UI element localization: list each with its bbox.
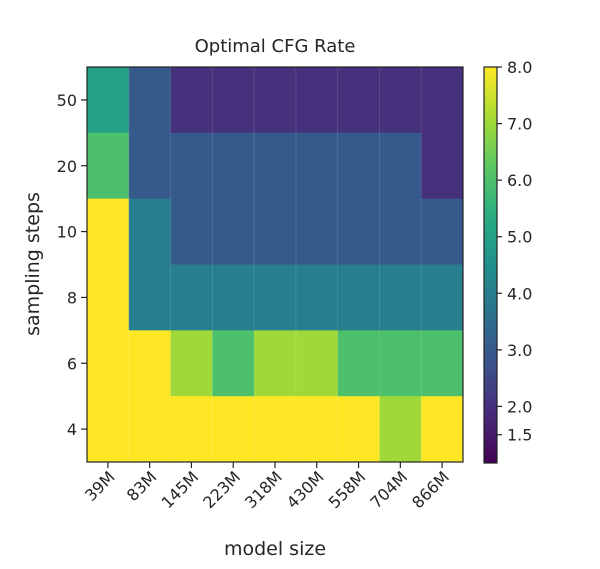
colorbar-tick-label: 3.0 <box>507 341 532 360</box>
heatmap-cell <box>212 198 255 265</box>
heatmap-cell <box>254 132 297 200</box>
heatmap-cell <box>254 396 297 463</box>
heatmap-cell <box>254 198 297 265</box>
heatmap-cell <box>421 330 464 397</box>
heatmap-cell <box>295 330 339 397</box>
heatmap-cell <box>295 264 339 331</box>
heatmap-cell <box>337 330 380 397</box>
heatmap-cell <box>421 198 464 265</box>
heatmap-cell <box>421 396 464 463</box>
heatmap-cell <box>170 198 213 265</box>
heatmap-cell <box>128 264 172 331</box>
colorbar-tick-label: 1.5 <box>507 426 532 445</box>
colorbar-tick-label: 7.0 <box>507 115 532 134</box>
heatmap-cell <box>170 330 213 397</box>
heatmap-cell <box>128 67 172 134</box>
y-tick-label: 20 <box>57 157 77 176</box>
heatmap-cell <box>295 132 339 200</box>
heatmap-cell <box>421 132 464 200</box>
heatmap-cell <box>337 67 380 134</box>
heatmap-cell <box>212 396 255 463</box>
x-tick-label: 39M <box>81 467 119 505</box>
chart-title: Optimal CFG Rate <box>195 36 356 57</box>
heatmap-cells <box>87 67 464 463</box>
x-tick-label: 145M <box>157 467 202 512</box>
heatmap-cell <box>170 264 213 331</box>
x-tick-label: 558M <box>325 467 370 512</box>
heatmap-cell <box>170 132 213 200</box>
colorbar-tick-label: 5.0 <box>507 228 532 247</box>
heatmap-cell <box>379 396 422 463</box>
heatmap-cell <box>295 198 339 265</box>
colorbar-tick-label: 2.0 <box>507 397 532 416</box>
x-tick-label: 83M <box>123 467 161 505</box>
y-tick-label: 6 <box>67 354 77 373</box>
heatmap-cell <box>379 264 422 331</box>
heatmap-cell <box>170 67 213 134</box>
heatmap-cell <box>212 264 255 331</box>
y-tick-label: 8 <box>67 288 77 307</box>
x-tick-label: 430M <box>283 467 328 512</box>
heatmap-cell <box>421 264 464 331</box>
heatmap-cell <box>337 396 380 463</box>
colorbar-gradient <box>483 66 498 464</box>
heatmap-cell <box>87 264 130 331</box>
x-axis-label: model size <box>224 538 326 560</box>
heatmap-cell <box>212 330 255 397</box>
heatmap-cell <box>128 396 172 463</box>
heatmap-cell <box>170 396 213 463</box>
heatmap-cell <box>87 67 130 134</box>
heatmap-cell <box>379 67 422 134</box>
heatmap-cell <box>254 264 297 331</box>
heatmap-cell <box>295 67 339 134</box>
colorbar-tick-label: 4.0 <box>507 284 532 303</box>
heatmap-cell <box>337 132 380 200</box>
y-axis-label: sampling steps <box>22 192 44 336</box>
heatmap-cell <box>212 67 255 134</box>
heatmap-cell <box>337 264 380 331</box>
colorbar: 8.0 7.0 6.0 5.0 4.0 3.0 2.0 1.5 <box>483 58 532 464</box>
heatmap-cell <box>295 396 339 463</box>
x-tick-label: 223M <box>199 467 244 512</box>
heatmap-cell <box>87 198 130 265</box>
heatmap-cell <box>128 198 172 265</box>
heatmap-cell <box>379 198 422 265</box>
colorbar-tick-label: 6.0 <box>507 171 532 190</box>
heatmap-cell <box>254 67 297 134</box>
heatmap-cell <box>337 198 380 265</box>
heatmap-cell <box>87 396 130 463</box>
heatmap-cell <box>421 67 464 134</box>
heatmap-cell <box>87 132 130 200</box>
heatmap-cell <box>128 132 172 200</box>
heatmap-cell <box>379 330 422 397</box>
y-tick-label: 50 <box>57 91 77 110</box>
plot-frame <box>86 66 464 463</box>
heatmap-cell <box>87 330 130 397</box>
heatmap-cell <box>254 330 297 397</box>
y-tick-label: 4 <box>67 420 77 439</box>
x-tick-label: 704M <box>366 467 411 512</box>
heatmap-cell <box>212 132 255 200</box>
y-tick-label: 10 <box>57 223 77 242</box>
colorbar-tick-label: 8.0 <box>507 58 532 77</box>
heatmap-cell <box>379 132 422 200</box>
x-tick-label: 318M <box>241 467 286 512</box>
y-axis-ticks: 50 20 10 8 6 4 <box>57 91 87 439</box>
x-tick-label: 866M <box>408 467 453 512</box>
heatmap-cell <box>128 330 172 397</box>
